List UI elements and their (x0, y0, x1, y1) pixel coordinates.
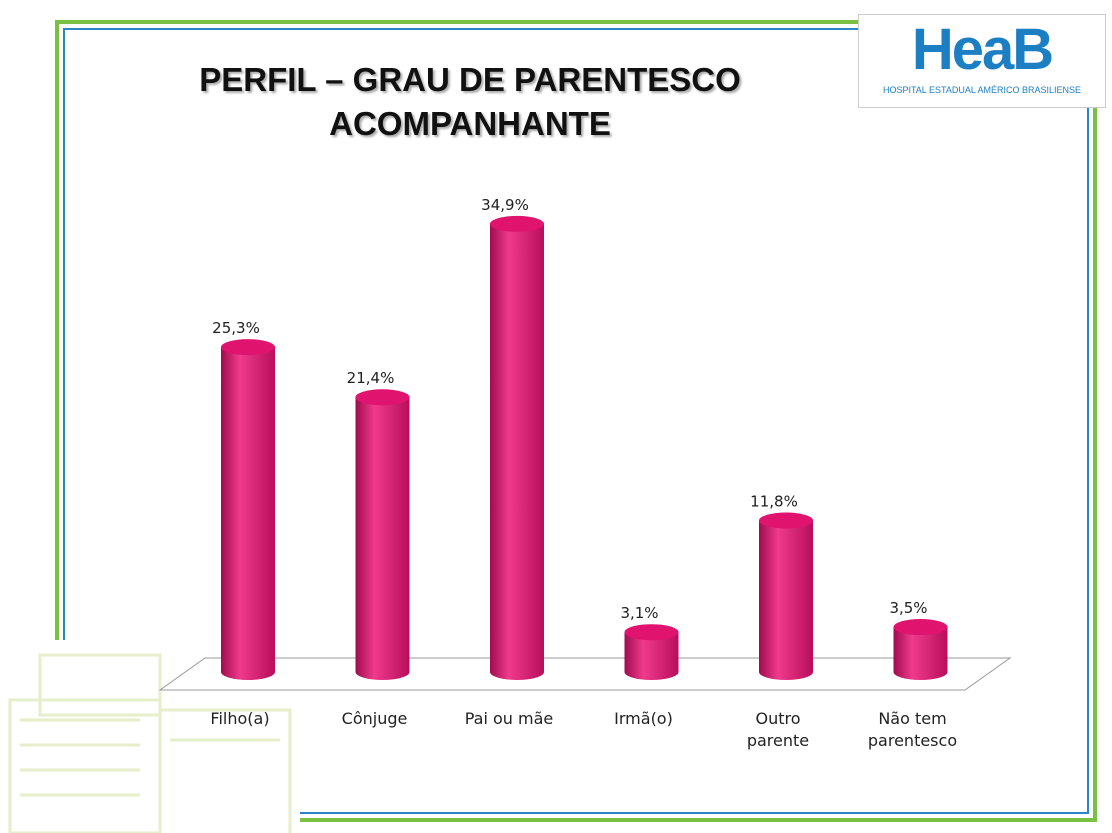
x-tick-label: Cônjuge (341, 709, 408, 728)
logo: HeaB HOSPITAL ESTADUAL AMÉRICO BRASILIEN… (858, 14, 1106, 108)
x-tick-label: Não tem parentesco (867, 709, 958, 750)
bar-top (221, 339, 275, 356)
value-label: 21,4% (347, 369, 395, 387)
x-tick-label: Outro parente (746, 709, 810, 750)
bar (624, 632, 679, 680)
value-label: 3,1% (620, 604, 658, 622)
value-label: 25,3% (212, 319, 260, 337)
value-label: 11,8% (750, 492, 798, 510)
value-label: 34,9% (481, 196, 529, 214)
floor (158, 657, 1012, 691)
bar-top (490, 215, 544, 232)
bar (893, 627, 948, 680)
bar (221, 347, 275, 680)
bar (355, 397, 410, 680)
chart-title: PERFIL – GRAU DE PARENTESCO ACOMPANHANTE (199, 61, 741, 142)
x-tick-label: Pai ou mãe (464, 709, 554, 728)
bar-top (759, 512, 813, 529)
bar-top (893, 619, 948, 636)
bar-top (355, 389, 410, 406)
bar (759, 520, 813, 680)
logo-mark: HeaB (911, 17, 1054, 82)
x-tick-label: Irmã(o) (614, 709, 673, 728)
value-label: 3,5% (889, 599, 927, 617)
bar-top (624, 624, 679, 641)
x-tick-label: Filho(a) (210, 709, 270, 728)
logo-name: HOSPITAL ESTADUAL AMÉRICO BRASILIENSE (882, 85, 1082, 95)
bar (490, 223, 544, 680)
